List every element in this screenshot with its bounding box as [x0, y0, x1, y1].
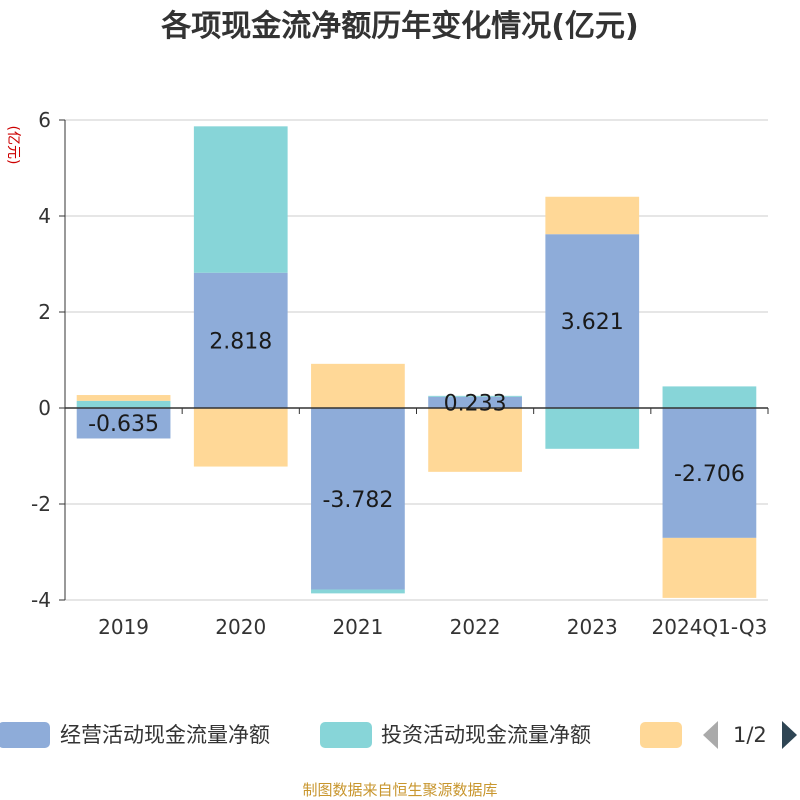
- bar-label-2021: -3.782: [322, 488, 393, 513]
- legend-swatch-operating[interactable]: [0, 722, 50, 748]
- grid-lines: [65, 119, 768, 601]
- legend-page-indicator: 1/2: [733, 723, 767, 747]
- bar-investing-2024Q1-Q3: [662, 386, 757, 408]
- bar-operating-2022: [428, 396, 522, 408]
- bar-financing-2022: [428, 408, 522, 472]
- y-tick-label-1: 4: [38, 204, 51, 228]
- y-tick-label-5: -4: [31, 588, 51, 612]
- bar-investing-2022: [428, 395, 522, 397]
- bar-label-2023: 3.621: [561, 310, 624, 335]
- legend-prev-icon[interactable]: [703, 721, 718, 749]
- x-tick-label-2019: 2019: [98, 615, 149, 639]
- legend: 经营活动现金流量净额 投资活动现金流量净额 1/2: [0, 721, 797, 749]
- bar-investing-2021: [311, 589, 405, 594]
- bar-operating-2020: [193, 272, 288, 408]
- x-tick-label-2022: 2022: [450, 615, 501, 639]
- y-tick-label-2: 2: [38, 300, 51, 324]
- bar-financing-2020: [193, 408, 288, 467]
- x-axis: 2019 2020 2021 2022 2023 2024Q1-Q3: [64, 407, 769, 639]
- bar-label-2019: -0.635: [88, 412, 159, 437]
- bar-label-2020: 2.818: [209, 329, 272, 354]
- bar-investing-2020: [193, 126, 288, 273]
- chart-title: 各项现金流净额历年变化情况(亿元): [160, 9, 638, 44]
- legend-label-investing[interactable]: 投资活动现金流量净额: [381, 723, 591, 747]
- bar-investing-2023: [545, 408, 640, 449]
- legend-label-operating[interactable]: 经营活动现金流量净额: [60, 723, 270, 747]
- bar-financing-2021: [311, 363, 405, 408]
- bar-operating-2019: [76, 408, 171, 439]
- y-axis-label: (亿元): [5, 126, 21, 165]
- legend-swatch-investing[interactable]: [320, 722, 372, 748]
- x-tick-label-2020: 2020: [215, 615, 266, 639]
- legend-next-icon[interactable]: [782, 721, 797, 749]
- bar-financing-2019: [76, 395, 171, 401]
- y-tick-label-4: -2: [31, 492, 51, 516]
- bar-financing-2023: [545, 196, 640, 235]
- x-tick-label-2023: 2023: [567, 615, 618, 639]
- bar-operating-2023: [545, 234, 640, 408]
- y-tick-label-3: 0: [38, 396, 51, 420]
- bar-label-2024Q1-Q3: -2.706: [674, 462, 745, 487]
- x-tick-label-2021: 2021: [332, 615, 383, 639]
- bar-operating-2021: [311, 408, 405, 590]
- bar-label-2022: 0.233: [444, 391, 507, 416]
- y-tick-label-0: 6: [38, 108, 51, 132]
- legend-swatch-financing[interactable]: [640, 722, 682, 748]
- bar-group: [76, 126, 757, 598]
- bar-labels: -0.635 2.818 -3.782 0.233 3.621 -2.706: [88, 310, 745, 513]
- bar-investing-2019: [76, 400, 171, 408]
- y-axis: 6 4 2 0 -2 -4: [31, 108, 66, 612]
- x-tick-label-2024Q1-Q3: 2024Q1-Q3: [652, 615, 768, 639]
- bar-financing-2024Q1-Q3: [662, 537, 757, 598]
- data-source-note: 制图数据来自恒生聚源数据库: [302, 781, 497, 799]
- bar-operating-2024Q1-Q3: [662, 408, 757, 538]
